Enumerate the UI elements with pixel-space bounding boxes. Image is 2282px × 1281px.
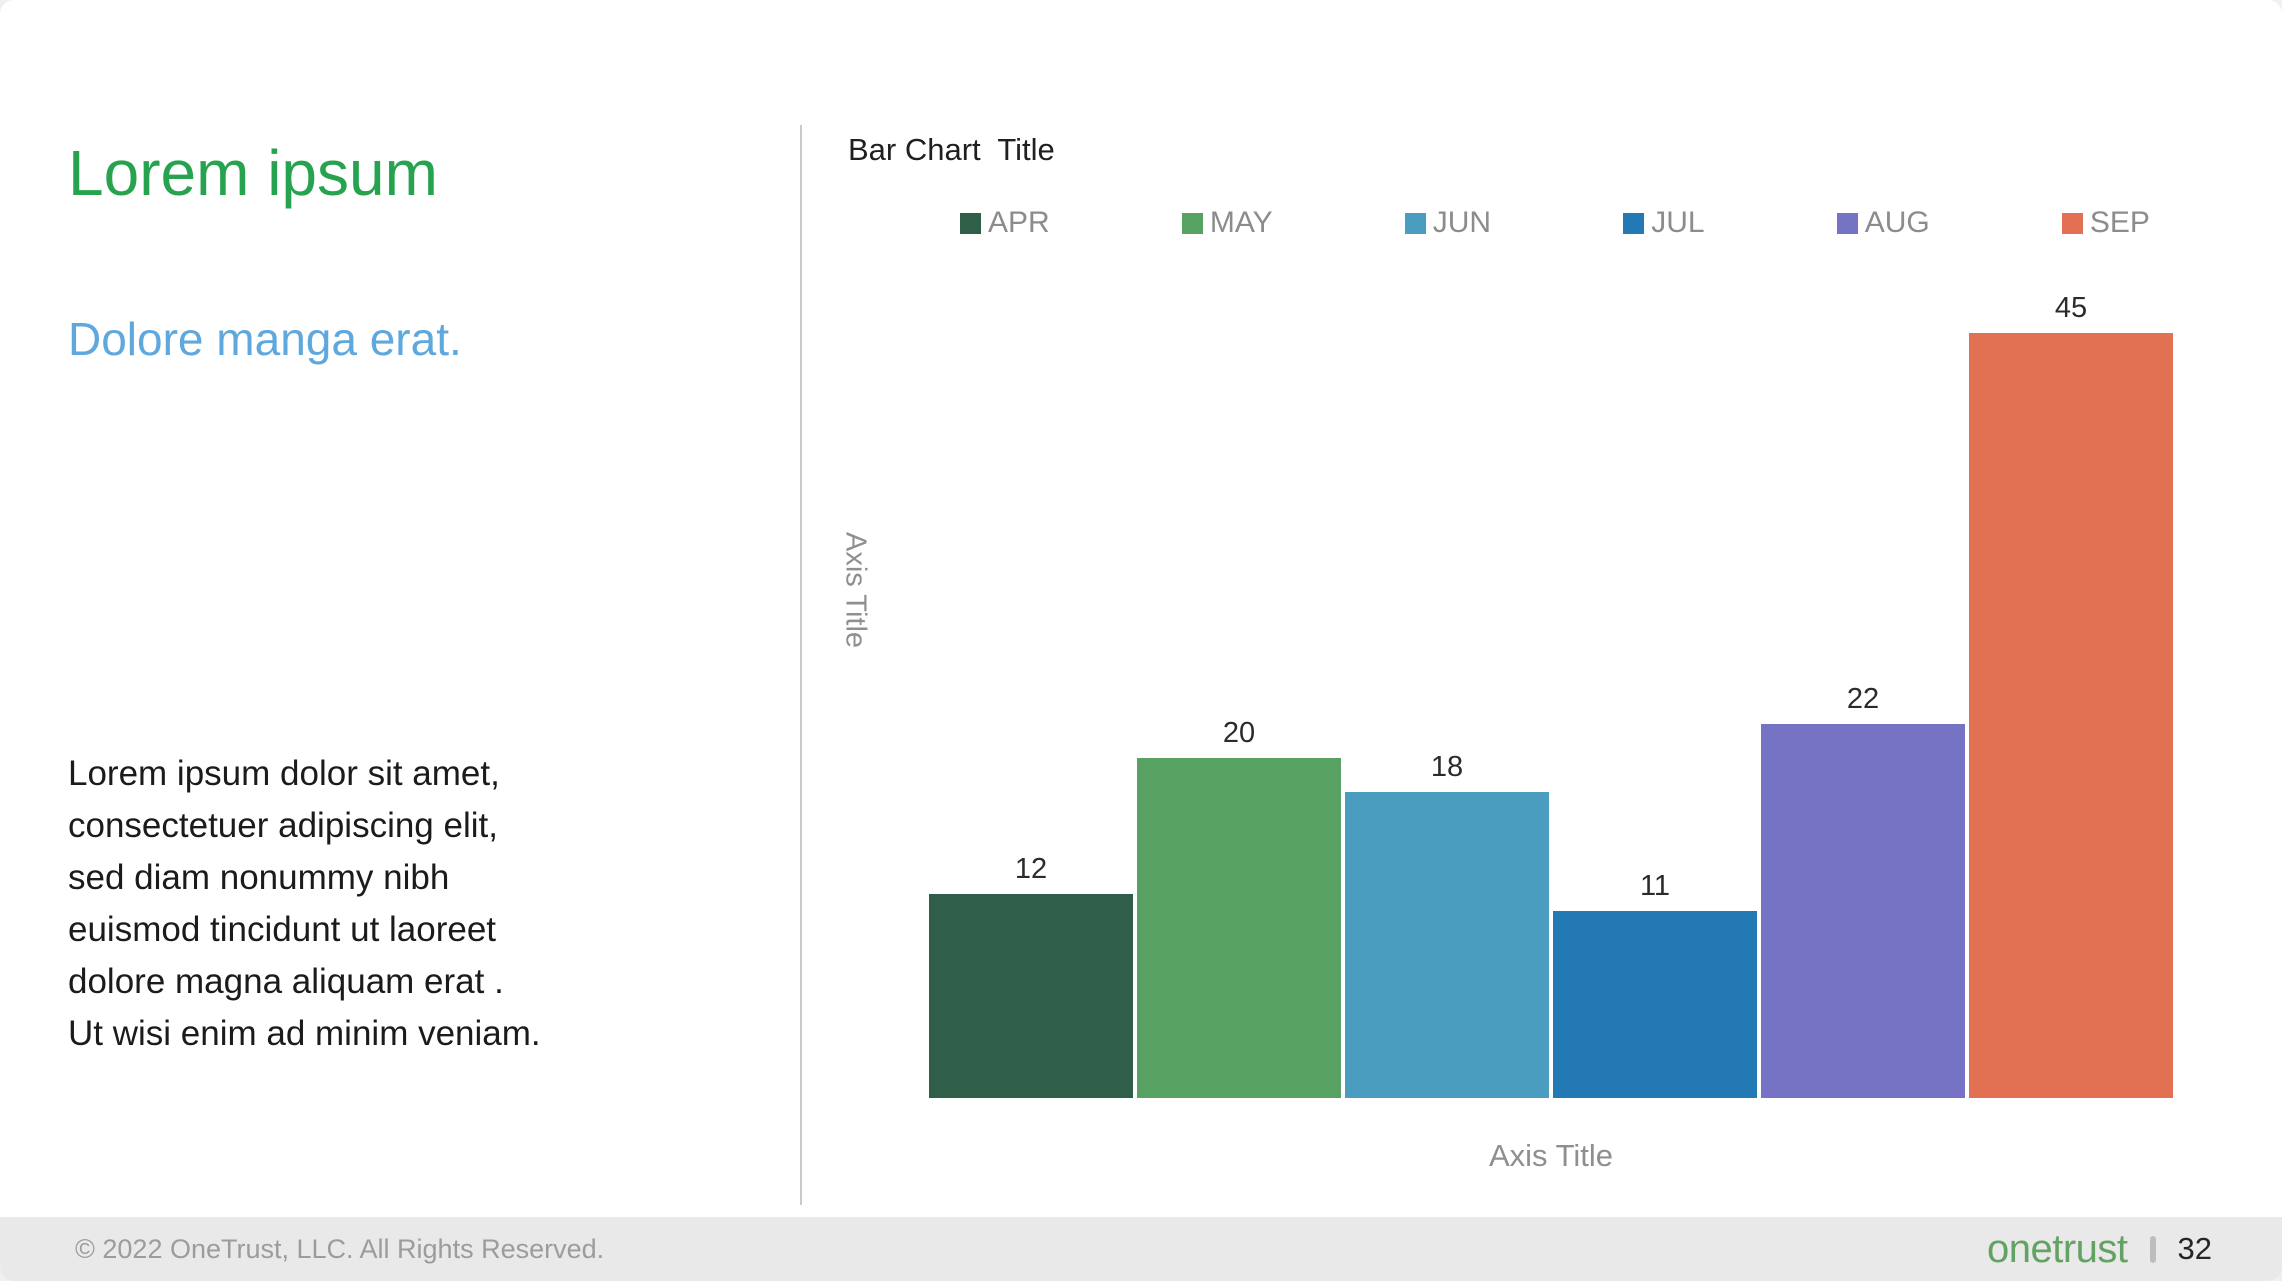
footer-copyright: © 2022 OneTrust, LLC. All Rights Reserve… xyxy=(75,1233,605,1264)
footer-right-group: onetrust 32 xyxy=(1987,1227,2212,1272)
legend-swatch-icon xyxy=(1404,212,1426,234)
bar-value-label: 12 xyxy=(1014,853,1048,885)
bar-sep: 45 xyxy=(1969,292,2173,1098)
bar-jun: 18 xyxy=(1345,751,1549,1098)
bar-value-label: 20 xyxy=(1222,717,1256,749)
legend-item-jun: JUN xyxy=(1404,206,1492,240)
legend-label: MAY xyxy=(1209,206,1273,239)
legend-swatch-icon xyxy=(1181,212,1203,234)
legend-item-aug: AUG xyxy=(1836,206,1930,240)
vertical-divider xyxy=(800,125,802,1205)
legend-label: SEP xyxy=(2089,206,2150,239)
legend-item-apr: APR xyxy=(960,206,1050,240)
legend-label: APR xyxy=(988,206,1050,239)
bar-value-label: 18 xyxy=(1430,751,1464,783)
onetrust-logo: onetrust xyxy=(1986,1226,2128,1271)
plot-area: 12 20 18 11 22 45 xyxy=(929,282,2173,1098)
footer-divider-icon xyxy=(2149,1235,2156,1263)
legend-item-sep: SEP xyxy=(2061,206,2150,240)
bar-may: 20 xyxy=(1137,717,1341,1098)
bar-value-label: 11 xyxy=(1639,870,1671,902)
bar-apr: 12 xyxy=(929,853,1133,1098)
bar-value-label: 22 xyxy=(1846,683,1880,715)
y-axis-title: Axis Title xyxy=(839,531,872,649)
footer-bar: © 2022 OneTrust, LLC. All Rights Reserve… xyxy=(0,1217,2282,1281)
slide-title: Lorem ipsum xyxy=(68,137,438,209)
legend-label: AUG xyxy=(1864,206,1930,239)
legend-item-jul: JUL xyxy=(1623,206,1705,240)
bar-jul: 11 xyxy=(1553,870,1757,1098)
legend-swatch-icon xyxy=(960,212,981,234)
bar-aug: 22 xyxy=(1761,683,1965,1098)
legend-swatch-icon xyxy=(1836,212,1858,234)
x-axis-title: Axis Title xyxy=(1488,1138,1614,1173)
chart-title: Bar Chart Title xyxy=(848,132,1055,167)
slide-subtitle: Dolore manga erat. xyxy=(68,313,462,365)
legend-swatch-icon xyxy=(1623,212,1645,234)
legend-label: JUN xyxy=(1432,206,1492,239)
legend-item-may: MAY xyxy=(1181,206,1273,240)
chart-legend: APR MAY JUN JUL AUG SEP xyxy=(960,205,2150,241)
legend-label: JUL xyxy=(1651,206,1705,239)
legend-swatch-icon xyxy=(2061,212,2083,234)
page-number: 32 xyxy=(2177,1231,2212,1266)
bar-value-label: 45 xyxy=(2054,292,2088,324)
slide-body-text: Lorem ipsum dolor sit amet, consectetuer… xyxy=(68,754,541,1053)
